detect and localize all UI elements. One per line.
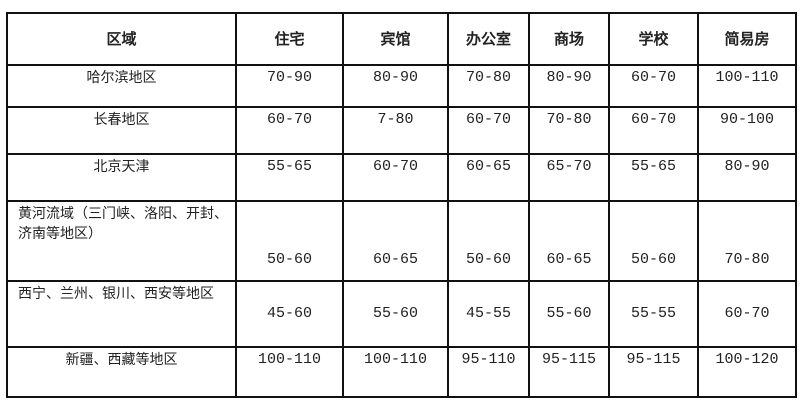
value-cell: 90-100 — [697, 106, 797, 155]
table-row: 西宁、兰州、银川、西安等地区 45-60 55-60 45-55 55-60 55-55 6… — [6, 280, 797, 348]
header-simple-house: 简易房 — [697, 12, 797, 66]
value-cell: 65-70 — [528, 153, 610, 202]
data-table: 区域 住宅 宾馆 办公室 商场 学校 简易房 哈尔滨地区 70-90 80-90 70… — [6, 12, 797, 398]
value-cell: 80-90 — [528, 64, 610, 108]
value-cell: 60-70 — [608, 106, 699, 155]
header-region: 区域 — [6, 12, 237, 66]
value-cell: 50-60 — [608, 200, 699, 282]
value-cell: 60-65 — [342, 200, 449, 282]
value-cell: 60-65 — [528, 200, 610, 282]
value-cell: 60-70 — [697, 280, 797, 348]
region-cell: 西宁、兰州、银川、西安等地区 — [6, 280, 237, 348]
value-cell: 95-115 — [528, 346, 610, 398]
table-row: 黄河流域（三门峡、洛阳、开封、济南等地区） 50-60 60-65 50-60 60-6… — [6, 200, 797, 282]
header-row: 区域 住宅 宾馆 办公室 商场 学校 简易房 — [6, 12, 797, 66]
region-cell: 哈尔滨地区 — [6, 64, 237, 108]
value-cell: 95-115 — [608, 346, 699, 398]
region-cell: 新疆、西藏等地区 — [6, 346, 237, 398]
value-cell: 100-110 — [342, 346, 449, 398]
table-row: 哈尔滨地区 70-90 80-90 70-80 80-90 60-70 100-110 — [6, 64, 797, 108]
value-cell: 70-80 — [447, 64, 530, 108]
region-cell: 黄河流域（三门峡、洛阳、开封、济南等地区） — [6, 200, 237, 282]
region-cell: 长春地区 — [6, 106, 237, 155]
header-mall: 商场 — [528, 12, 610, 66]
value-cell: 55-60 — [342, 280, 449, 348]
value-cell: 70-80 — [697, 200, 797, 282]
header-school: 学校 — [608, 12, 699, 66]
value-cell: 60-70 — [608, 64, 699, 108]
value-cell: 55-60 — [528, 280, 610, 348]
value-cell: 70-80 — [528, 106, 610, 155]
value-cell: 80-90 — [697, 153, 797, 202]
table-row: 长春地区 60-70 7-80 60-70 70-80 60-70 90-100 — [6, 106, 797, 155]
value-cell: 55-65 — [608, 153, 699, 202]
value-cell: 60-70 — [342, 153, 449, 202]
value-cell: 7-80 — [342, 106, 449, 155]
table-row: 北京天津 55-65 60-70 60-65 65-70 55-65 80-90 — [6, 153, 797, 202]
header-residential: 住宅 — [235, 12, 344, 66]
value-cell: 60-65 — [447, 153, 530, 202]
value-cell: 100-110 — [235, 346, 344, 398]
value-cell: 100-110 — [697, 64, 797, 108]
value-cell: 95-110 — [447, 346, 530, 398]
value-cell: 55-65 — [235, 153, 344, 202]
value-cell: 45-60 — [235, 280, 344, 348]
value-cell: 100-120 — [697, 346, 797, 398]
header-office: 办公室 — [447, 12, 530, 66]
value-cell: 60-70 — [235, 106, 344, 155]
value-cell: 70-90 — [235, 64, 344, 108]
region-cell: 北京天津 — [6, 153, 237, 202]
value-cell: 55-55 — [608, 280, 699, 348]
value-cell: 80-90 — [342, 64, 449, 108]
value-cell: 45-55 — [447, 280, 530, 348]
value-cell: 50-60 — [235, 200, 344, 282]
table-row: 新疆、西藏等地区 100-110 100-110 95-110 95-115 95-115… — [6, 346, 797, 398]
value-cell: 60-70 — [447, 106, 530, 155]
value-cell: 50-60 — [447, 200, 530, 282]
header-hotel: 宾馆 — [342, 12, 449, 66]
